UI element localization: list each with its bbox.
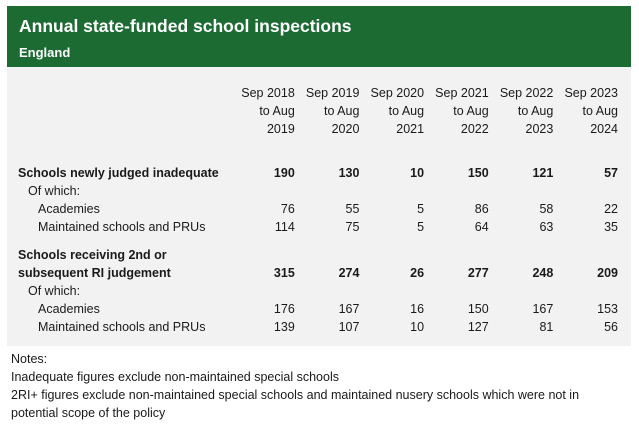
table-row: subsequent RI judgement 315 274 26 277 2… (18, 264, 618, 282)
note-line: Inadequate figures exclude non-maintaine… (11, 370, 339, 384)
cell: 26 (410, 266, 425, 280)
row-label: Academies (38, 302, 100, 316)
column-header: Sep 2023 to Aug 2024 (564, 86, 618, 136)
cell: 57 (604, 166, 618, 180)
cell: 5 (417, 202, 425, 216)
cell: 248 (532, 266, 554, 280)
cell: 55 (345, 202, 360, 216)
cell: 150 (467, 166, 489, 180)
page-title: Annual state-funded school inspections (19, 16, 352, 36)
cell: 58 (539, 202, 554, 216)
cell: 209 (597, 266, 618, 280)
header-empty (18, 84, 230, 138)
title-banner: Annual state-funded school inspections E… (7, 6, 631, 67)
cell: 139 (273, 320, 295, 334)
cell: 127 (467, 320, 489, 334)
cell: 167 (338, 302, 360, 316)
data-table-panel: Sep 2018 to Aug 2019 Sep 2019 to Aug 2020 Se… (7, 67, 631, 346)
cell: 81 (539, 320, 554, 334)
notes: Notes: Inadequate figures exclude non-ma… (11, 350, 631, 422)
cell: 121 (532, 166, 554, 180)
cell: 75 (345, 220, 360, 234)
cell: 190 (273, 166, 295, 180)
table-row: Of which: (18, 182, 618, 200)
cell: 10 (410, 320, 425, 334)
cell: 56 (604, 320, 618, 334)
row-label: Schools receiving 2nd or (18, 248, 167, 262)
row-label: Maintained schools and PRUs (38, 220, 206, 234)
cell: 114 (274, 220, 295, 234)
table-row: Academies 176 167 16 150 167 153 (18, 300, 618, 318)
cell: 107 (338, 320, 360, 334)
notes-heading: Notes: (11, 352, 48, 366)
column-header: Sep 2020 to Aug 2021 (370, 86, 425, 136)
cell: 130 (338, 166, 360, 180)
cell: 150 (467, 302, 489, 316)
row-label: Schools newly judged inadequate (18, 166, 219, 180)
column-header: Sep 2022 to Aug 2023 (499, 86, 554, 136)
note-line: potential scope of the policy (11, 406, 166, 420)
table-header-row: Sep 2018 to Aug 2019 Sep 2019 to Aug 2020 Se… (18, 84, 618, 138)
table-row: Schools receiving 2nd or (18, 246, 618, 264)
cell: 76 (280, 202, 295, 216)
column-header: Sep 2019 to Aug 2020 (305, 86, 360, 136)
row-label: Academies (38, 202, 100, 216)
table-row: Maintained schools and PRUs 114 75 5 64 … (18, 218, 618, 236)
table-row: Of which: (18, 282, 618, 300)
cell: 277 (467, 266, 489, 280)
cell: 153 (597, 302, 618, 316)
row-label: Maintained schools and PRUs (38, 320, 206, 334)
cell: 35 (604, 220, 618, 234)
table-row: Maintained schools and PRUs 139 107 10 1… (18, 318, 618, 336)
cell: 64 (474, 220, 489, 234)
cell: 274 (338, 266, 360, 280)
cell: 10 (410, 166, 425, 180)
row-label: Of which: (28, 284, 81, 298)
table-row: Academies 76 55 5 86 58 22 (18, 200, 618, 218)
table-row: Schools newly judged inadequate 190 130 … (18, 164, 618, 182)
inspections-table: Sep 2018 to Aug 2019 Sep 2019 to Aug 2020 Se… (18, 84, 618, 336)
cell: 315 (273, 266, 295, 280)
cell: 22 (604, 202, 618, 216)
page-subtitle: England (19, 45, 71, 60)
note-line: 2RI+ figures exclude non-maintained spec… (11, 388, 580, 402)
column-header: Sep 2021 to Aug 2022 (435, 86, 489, 136)
row-label: Of which: (28, 184, 81, 198)
cell: 5 (417, 220, 425, 234)
cell: 167 (532, 302, 554, 316)
cell: 86 (474, 202, 489, 216)
row-label: subsequent RI judgement (18, 266, 171, 280)
cell: 16 (410, 302, 425, 316)
cell: 63 (539, 220, 554, 234)
column-header: Sep 2018 to Aug 2019 (241, 86, 295, 136)
cell: 176 (273, 302, 295, 316)
